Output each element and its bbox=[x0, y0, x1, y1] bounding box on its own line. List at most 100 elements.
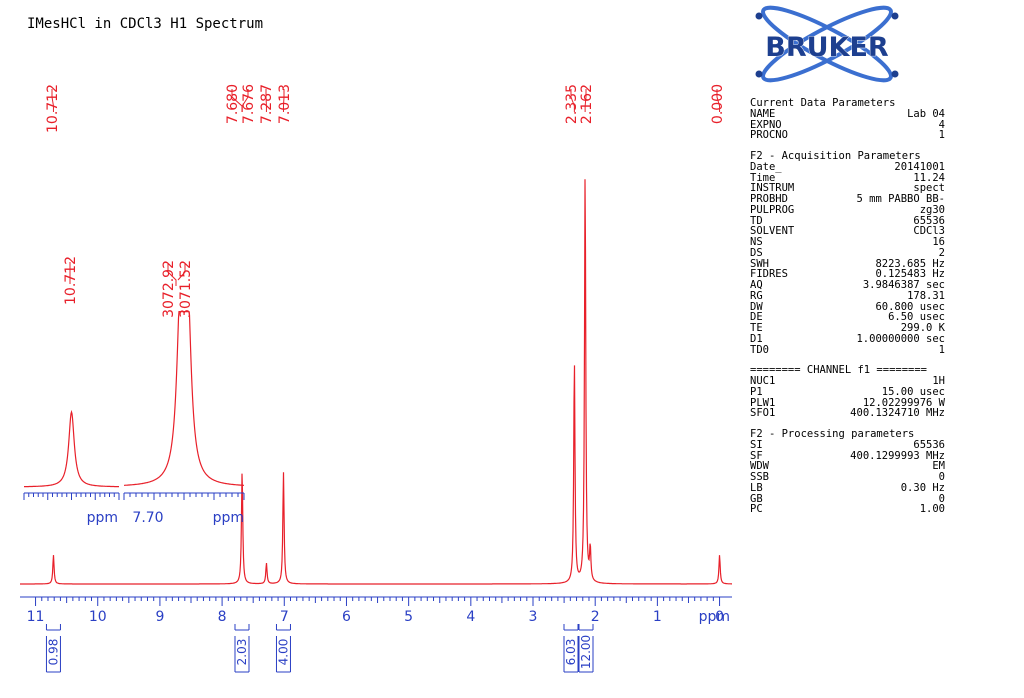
logo-text: BRUKER bbox=[765, 32, 889, 63]
inset-768-trace bbox=[124, 311, 244, 486]
param-row: SOLVENT CDCl3 bbox=[750, 226, 945, 237]
param-row: EXPNO 4 bbox=[750, 119, 945, 131]
param-key: SI bbox=[750, 438, 763, 451]
param-key: WDW bbox=[750, 460, 769, 473]
param-row: LB 0.30 Hz bbox=[750, 481, 945, 494]
integral-box bbox=[563, 636, 579, 673]
integral-bracket bbox=[234, 624, 250, 631]
param-row: DS 2 bbox=[750, 246, 945, 259]
integral-bracket bbox=[45, 624, 61, 631]
integral-value: 4.00 bbox=[276, 639, 290, 666]
param-key: SFO1 bbox=[750, 407, 776, 420]
param-row: TE 299.0 K bbox=[750, 323, 945, 334]
x-axis-unit: ppm bbox=[699, 609, 730, 625]
param-key: NUC1 bbox=[750, 375, 776, 387]
param-key: GB bbox=[750, 492, 763, 505]
x-tick-label: 8 bbox=[218, 609, 227, 625]
x-tick-label: 1 bbox=[653, 609, 662, 625]
param-value: 1.00000000 sec bbox=[856, 332, 945, 345]
peak-leader-line bbox=[282, 89, 285, 112]
param-value: 0.125483 Hz bbox=[875, 268, 945, 281]
param-key: NS bbox=[750, 236, 763, 248]
x-tick-label: 7 bbox=[280, 609, 289, 625]
param-row: PROBHD 5 mm PABBO BB- bbox=[750, 194, 945, 205]
inset-tick-label: 7.70 bbox=[132, 510, 163, 526]
param-key: SOLVENT bbox=[750, 225, 795, 238]
param-key: PC bbox=[750, 503, 763, 516]
param-row: NS 16 bbox=[750, 237, 945, 248]
param-row: PROCNO 1 bbox=[750, 130, 945, 141]
spectrum-trace bbox=[20, 179, 732, 585]
param-row: SI 65536 bbox=[750, 438, 945, 451]
param-key: TD0 bbox=[750, 343, 769, 356]
param-key: INSTRUM bbox=[750, 182, 795, 195]
param-key: Date_ bbox=[750, 160, 782, 173]
param-row: NUC1 1H bbox=[750, 376, 945, 387]
param-row: P1 15.00 usec bbox=[750, 385, 945, 398]
param-value: 299.0 K bbox=[900, 322, 945, 334]
param-key: RG bbox=[750, 289, 763, 302]
logo-orbit-1 bbox=[761, 5, 893, 83]
param-row: PULPROG zg30 bbox=[750, 204, 945, 216]
integral-box bbox=[275, 636, 291, 673]
integral-value: 2.03 bbox=[235, 639, 249, 666]
x-tick-label: 3 bbox=[529, 609, 538, 625]
param-row: SF 400.1299993 MHz bbox=[750, 449, 945, 462]
peak-leader-line bbox=[716, 89, 721, 112]
x-tick-label: 9 bbox=[155, 609, 164, 625]
param-value: 20141001 bbox=[894, 160, 945, 173]
param-key: TD bbox=[750, 214, 763, 227]
param-row: SSB 0 bbox=[750, 472, 945, 483]
param-value: 15.00 usec bbox=[881, 385, 945, 398]
param-value: 6.50 usec bbox=[888, 311, 945, 324]
param-value: spect bbox=[913, 182, 945, 195]
param-key: LB bbox=[750, 481, 763, 494]
bruker-logo: BRUKER bbox=[755, 5, 899, 83]
param-key: SF bbox=[750, 449, 763, 462]
param-row: PC 1.00 bbox=[750, 504, 945, 515]
param-value: 1.00 bbox=[919, 503, 945, 516]
integral-bracket bbox=[563, 624, 579, 631]
param-value: 60.800 usec bbox=[875, 300, 945, 313]
x-tick-label: 4 bbox=[466, 609, 475, 625]
param-row: SFO1 400.1324710 MHz bbox=[750, 408, 945, 419]
integral-value: 12.00 bbox=[579, 635, 593, 669]
param-value: 65536 bbox=[913, 214, 945, 227]
param-value: 0 bbox=[938, 471, 945, 483]
peak-label: 2.162 bbox=[579, 84, 595, 124]
inset-unit-label: ppm bbox=[87, 510, 118, 526]
current-params-title: Current Data Parameters bbox=[750, 97, 896, 109]
param-key: AQ bbox=[750, 279, 763, 291]
param-value: 0 bbox=[938, 492, 945, 505]
inset-unit-label: ppm bbox=[213, 510, 244, 526]
peak-leader-line bbox=[584, 89, 587, 112]
param-value: 2 bbox=[938, 246, 945, 259]
peak-label: 0.000 bbox=[710, 84, 726, 124]
x-tick-label: 11 bbox=[27, 609, 45, 625]
param-row: INSTRUM spect bbox=[750, 183, 945, 194]
x-tick-label: 2 bbox=[591, 609, 600, 625]
param-row: FIDRES 0.125483 Hz bbox=[750, 269, 945, 280]
chart-title: IMesHCl in CDCl3 H1 Spectrum bbox=[27, 16, 264, 32]
param-value: EM bbox=[932, 460, 945, 473]
integral-value: 0.98 bbox=[46, 639, 60, 666]
peak-label: 2.335 bbox=[564, 84, 580, 124]
param-row: D1 1.00000000 sec bbox=[750, 332, 945, 345]
param-key: D1 bbox=[750, 332, 763, 345]
inset-peak-leader bbox=[167, 264, 186, 286]
param-key: DW bbox=[750, 300, 763, 313]
param-row: RG 178.31 bbox=[750, 289, 945, 302]
integral-box bbox=[578, 636, 594, 673]
param-key: FIDRES bbox=[750, 268, 788, 281]
inset-peak-label: 3071.52 bbox=[178, 260, 194, 318]
logo-orbit-2 bbox=[761, 5, 893, 83]
peak-label: 7.680 bbox=[225, 84, 241, 124]
x-tick-label: 5 bbox=[404, 609, 413, 625]
proc-params-title: F2 - Processing parameters bbox=[750, 428, 915, 440]
param-value: 1 bbox=[938, 129, 945, 142]
peak-label: 7.676 bbox=[241, 84, 257, 124]
param-row: DW 60.800 usec bbox=[750, 300, 945, 313]
param-value: 400.1299993 MHz bbox=[850, 449, 945, 462]
param-row: TD 65536 bbox=[750, 214, 945, 227]
param-value: 16 bbox=[932, 236, 945, 248]
